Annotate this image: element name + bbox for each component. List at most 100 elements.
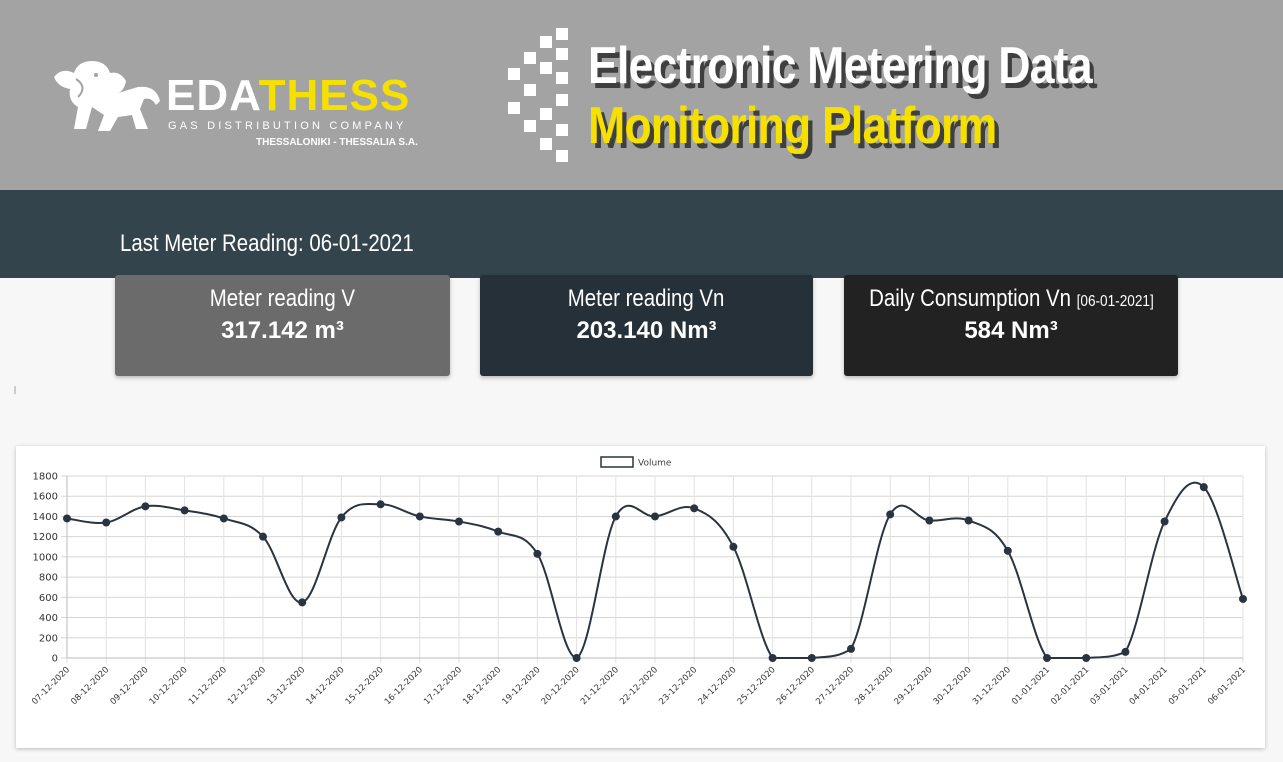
x-tick-label: 21-12-2020 — [579, 665, 621, 707]
x-tick-label: 31-12-2020 — [971, 665, 1013, 707]
last-meter-reading: Last Meter Reading: 06-01-2021 — [120, 230, 414, 257]
x-tick-label: 09-12-2020 — [109, 665, 151, 707]
x-tick-label: 22-12-2020 — [618, 665, 660, 707]
data-point — [1160, 517, 1169, 526]
x-tick-label: 16-12-2020 — [383, 665, 425, 707]
pixel-decoration-icon — [508, 28, 568, 162]
x-tick-label: 01-01-2021 — [1010, 665, 1052, 707]
brand-region: THESSALONIKI - THESSALIA S.A. — [256, 137, 418, 148]
x-tick-label: 10-12-2020 — [148, 665, 190, 707]
data-point — [964, 516, 973, 525]
volume-chart-panel: 0 200 400 600 800 1000 1200 1400 1600 1800 07-12-2… — [16, 446, 1265, 748]
meter-reading-v-card: Meter reading V 317.142 m³ — [115, 275, 450, 376]
data-point — [376, 500, 385, 509]
data-point — [1121, 647, 1130, 656]
data-point — [533, 549, 542, 558]
x-tick-label: 12-12-2020 — [226, 665, 268, 707]
y-tick-label: 1400 — [33, 512, 58, 523]
data-point — [847, 644, 855, 653]
data-point — [63, 514, 71, 523]
y-tick-label: 400 — [39, 613, 58, 624]
y-tick-label: 0 — [52, 654, 58, 665]
x-tick-label: 15-12-2020 — [344, 665, 386, 707]
title-line-1: Electronic Metering Data — [588, 37, 1093, 95]
title-line-2: Monitoring Platform — [588, 97, 997, 155]
data-point — [651, 512, 659, 521]
volume-line-chart: 0 200 400 600 800 1000 1200 1400 1600 1800 07-12-2… — [30, 456, 1248, 707]
data-point — [1003, 546, 1012, 555]
data-point — [690, 504, 699, 513]
y-tick-label: 1000 — [33, 552, 58, 563]
y-tick-label: 800 — [39, 573, 58, 584]
data-point — [1082, 654, 1091, 662]
data-point — [298, 598, 307, 607]
x-tick-label: 13-12-2020 — [265, 665, 307, 707]
x-tick-label: 14-12-2020 — [305, 665, 347, 707]
legend-label: Volume — [638, 459, 672, 469]
data-point — [1199, 483, 1208, 492]
lion-icon — [54, 61, 160, 131]
x-tick-label: 24-12-2020 — [697, 665, 739, 707]
card-title: Daily Consumption Vn [06-01-2021] — [869, 285, 1154, 312]
edathess-logo[interactable]: EDATHESS GAS DISTRIBUTION COMPANY THESSA… — [48, 55, 448, 150]
data-point — [337, 513, 346, 522]
y-tick-label: 1800 — [33, 472, 58, 483]
x-tick-label: 27-12-2020 — [814, 665, 856, 707]
x-tick-label: 03-01-2021 — [1089, 665, 1131, 707]
x-tick-label: 17-12-2020 — [422, 665, 464, 707]
y-tick-label: 1200 — [33, 532, 58, 543]
data-point — [219, 514, 228, 523]
x-tick-label: 26-12-2020 — [775, 665, 817, 707]
data-point — [455, 517, 463, 526]
x-tick-label: 23-12-2020 — [657, 665, 699, 707]
data-point — [807, 654, 816, 662]
y-tick-label: 600 — [39, 593, 58, 604]
y-tick-label: 1600 — [33, 492, 58, 503]
platform-title: Electronic Metering Data Monitoring Plat… — [588, 36, 1174, 156]
legend-swatch — [600, 456, 634, 468]
data-point — [729, 542, 738, 551]
info-band — [0, 190, 1283, 278]
card-value: 584 Nm³ — [964, 317, 1058, 344]
card-title: Meter reading V — [209, 285, 356, 312]
x-tick-label: 30-12-2020 — [932, 665, 974, 707]
data-point — [259, 532, 267, 541]
data-point — [141, 502, 150, 511]
x-tick-label: 28-12-2020 — [853, 665, 895, 707]
meter-reading-vn-card: Meter reading Vn 203.140 Nm³ — [480, 275, 813, 376]
data-point — [1043, 654, 1051, 662]
x-tick-label: 25-12-2020 — [736, 665, 778, 707]
x-tick-label: 06-01-2021 — [1206, 665, 1248, 707]
card-title: Meter reading Vn — [568, 285, 725, 312]
x-tick-label: 20-12-2020 — [540, 665, 582, 707]
data-point — [415, 512, 424, 521]
y-tick-label: 200 — [39, 633, 58, 644]
x-tick-label: 02-01-2021 — [1049, 665, 1091, 707]
daily-consumption-card: Daily Consumption Vn [06-01-2021] 584 Nm… — [844, 275, 1178, 376]
data-point — [180, 506, 189, 515]
brand-name: EDATHESS — [166, 71, 411, 120]
x-tick-label: 05-01-2021 — [1167, 665, 1209, 707]
divider — [14, 386, 16, 394]
card-date: [06-01-2021] — [1076, 293, 1154, 310]
data-point — [572, 654, 581, 662]
x-tick-label: 08-12-2020 — [69, 665, 111, 707]
x-tick-label: 19-12-2020 — [501, 665, 543, 707]
x-tick-label: 07-12-2020 — [30, 665, 72, 707]
volume-series-line — [66, 481, 1244, 660]
data-point — [611, 512, 620, 521]
card-value: 203.140 Nm³ — [576, 317, 717, 344]
card-value: 317.142 m³ — [221, 317, 344, 344]
data-point — [768, 654, 777, 662]
data-point — [886, 510, 895, 519]
x-tick-label: 18-12-2020 — [461, 665, 503, 707]
header: EDATHESS GAS DISTRIBUTION COMPANY THESSA… — [0, 0, 1283, 190]
brand-subtitle: GAS DISTRIBUTION COMPANY — [168, 120, 407, 132]
x-tick-label: 04-01-2021 — [1128, 665, 1170, 707]
data-point — [1239, 594, 1247, 603]
data-point — [102, 518, 111, 527]
x-tick-label: 29-12-2020 — [893, 665, 935, 707]
x-tick-label: 11-12-2020 — [187, 665, 229, 707]
data-point — [494, 527, 503, 536]
data-point — [925, 516, 934, 525]
